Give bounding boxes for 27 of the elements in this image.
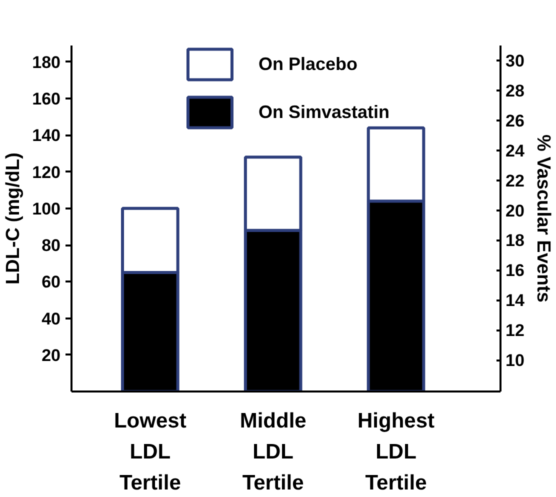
y-tick-label: 60 bbox=[42, 272, 61, 292]
x-tick-label: Lowest LDL Tertile bbox=[114, 410, 186, 495]
y2-tick-label: 26 bbox=[506, 111, 524, 130]
y-tick-label: 140 bbox=[32, 126, 61, 146]
legend-label: On Simvastatin bbox=[258, 102, 390, 122]
x-tick-label: Middle LDL Tertile bbox=[240, 410, 306, 495]
y2-tick-label: 16 bbox=[506, 261, 524, 280]
x-tick-label: Highest LDL Tertile bbox=[358, 410, 435, 495]
y-axis-title: LDL-C (mg/dL) bbox=[3, 152, 24, 284]
y-tick-label: 20 bbox=[42, 346, 61, 365]
y2-tick-label: 14 bbox=[506, 291, 525, 310]
y-tick-label: 40 bbox=[42, 309, 61, 328]
y2-tick-label: 20 bbox=[506, 201, 524, 220]
y2-tick-label: 28 bbox=[506, 81, 524, 100]
y2-tick-label: 30 bbox=[506, 51, 524, 70]
y2-tick-label: 10 bbox=[506, 351, 524, 370]
y-tick-label: 120 bbox=[32, 162, 61, 182]
y2-axis-title: % Vascular Events bbox=[532, 134, 554, 302]
y2-tick-label: 24 bbox=[506, 141, 525, 160]
legend-label: On Placebo bbox=[258, 54, 358, 74]
y-tick-label: 160 bbox=[32, 90, 61, 109]
y2-tick-label: 18 bbox=[506, 231, 524, 250]
y-tick-label: 100 bbox=[32, 199, 61, 218]
y-tick-label: 180 bbox=[32, 52, 61, 72]
y-tick-label: 80 bbox=[42, 236, 61, 256]
y2-tick-label: 12 bbox=[506, 321, 524, 340]
y2-tick-label: 22 bbox=[506, 171, 524, 190]
